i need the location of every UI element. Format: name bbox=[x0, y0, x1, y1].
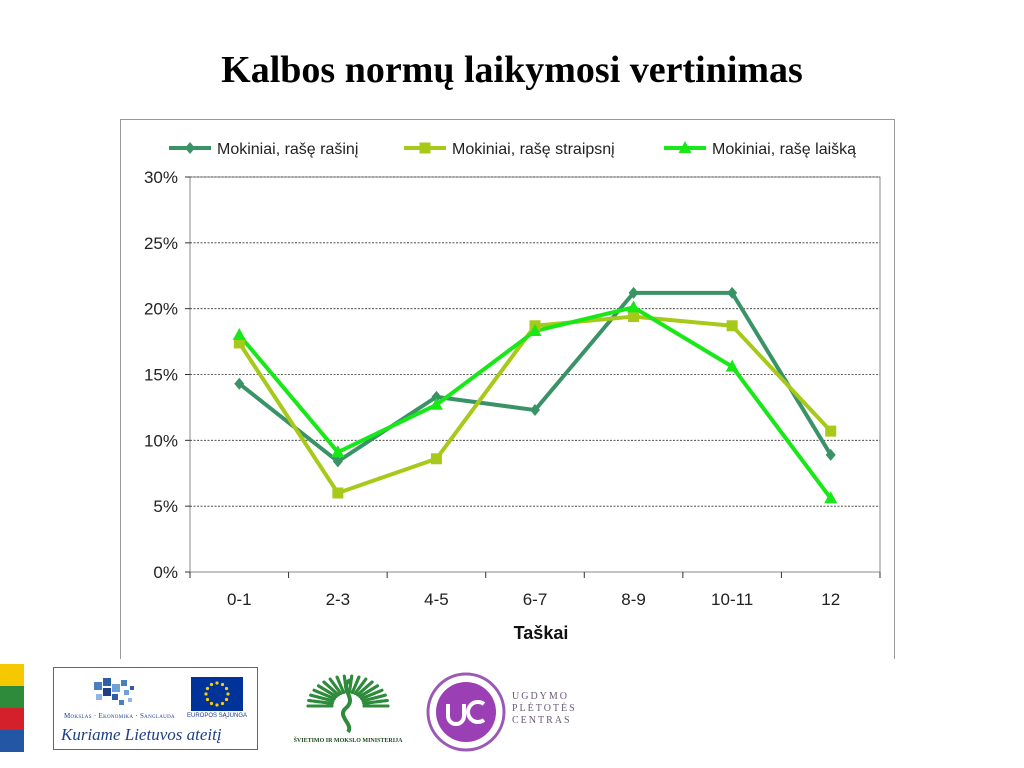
msc-pixel-logo bbox=[94, 678, 134, 705]
color-strip-green bbox=[0, 686, 24, 708]
sunburst-ray bbox=[307, 698, 334, 705]
sunburst-ray bbox=[322, 680, 340, 697]
x-tick-label: 10-11 bbox=[711, 590, 753, 609]
x-tick-label: 4-5 bbox=[424, 590, 449, 609]
data-point-series-2 bbox=[233, 337, 245, 349]
legend-marker-2 bbox=[419, 142, 431, 154]
data-point-series-2 bbox=[430, 453, 442, 465]
program-name: Mokslas · Ekonomika · Sanglauda bbox=[64, 712, 175, 720]
data-point-series-1 bbox=[825, 448, 836, 461]
slogan: Kuriame Lietuvos ateitį bbox=[61, 725, 222, 744]
color-strip-blue bbox=[0, 730, 24, 752]
sunburst-ray bbox=[358, 684, 380, 699]
color-strip-yellow bbox=[0, 664, 24, 686]
data-point-series-1 bbox=[530, 404, 540, 417]
sunburst-ray bbox=[309, 693, 335, 703]
legend-label-2: Mokiniai, rašę straipsnį bbox=[452, 141, 615, 158]
eu-caption: EUROPOS SĄJUNGA bbox=[187, 713, 248, 719]
x-tick-label: 2-3 bbox=[326, 590, 351, 609]
eu-star bbox=[226, 692, 230, 696]
data-point-series-2 bbox=[332, 487, 344, 499]
data-point-series-1 bbox=[234, 377, 245, 390]
eu-funding-logo: Mokslas · Ekonomika · Sanglauda EUROPOS … bbox=[53, 667, 258, 750]
data-point-series-3 bbox=[528, 324, 542, 337]
x-axis-title: Taškai bbox=[514, 623, 569, 643]
data-point-series-3 bbox=[331, 445, 345, 458]
color-strip-red bbox=[0, 708, 24, 730]
data-point-series-2 bbox=[628, 311, 640, 323]
data-point-series-1 bbox=[332, 455, 343, 468]
eu-star bbox=[205, 686, 210, 691]
y-tick-label: 15% bbox=[144, 366, 178, 385]
sunburst-ray bbox=[347, 674, 354, 694]
line-chart: 0% 5% 10% 15% 20% 25% 30% 0-1 2-3 4-5 6-7 8-9 10-11 1… bbox=[144, 141, 881, 643]
data-point-series-3 bbox=[824, 491, 838, 504]
upc-line-2: PLĖTOTĖS bbox=[512, 703, 577, 714]
data-point-series-1 bbox=[431, 390, 442, 403]
sunburst-ray bbox=[361, 693, 387, 703]
upc-caption: UGDYMO PLĖTOTĖS CENTRAS bbox=[512, 691, 577, 727]
y-tick-label: 30% bbox=[144, 168, 178, 187]
data-point-series-2 bbox=[726, 320, 738, 332]
x-tick-label: 8-9 bbox=[621, 590, 646, 609]
data-point-series-3 bbox=[232, 328, 246, 340]
sunburst-ray bbox=[350, 675, 361, 695]
sunburst-ray bbox=[312, 688, 336, 701]
sunburst-ray bbox=[335, 675, 346, 695]
eu-star bbox=[220, 701, 225, 706]
sunburst-ray bbox=[316, 684, 338, 699]
ministry-caption: ŠVIETIMO IR MOKSLO MINISTERIJA bbox=[293, 738, 403, 744]
upc-line-1: UGDYMO bbox=[512, 691, 569, 702]
y-tick-label: 10% bbox=[144, 431, 178, 450]
eu-star bbox=[209, 682, 214, 687]
legend-label-1: Mokiniai, rašę rašinį bbox=[217, 141, 358, 158]
y-tick-label: 25% bbox=[144, 234, 178, 253]
upc-circle-logo bbox=[426, 672, 506, 752]
chart-area: 0% 5% 10% 15% 20% 25% 30% 0-1 2-3 4-5 6-7 8-9 10-11 1… bbox=[120, 119, 895, 659]
slide-title: Kalbos normų laikymosi vertinimas bbox=[221, 49, 803, 91]
sunburst-ray bbox=[362, 698, 389, 705]
sunburst-ray bbox=[328, 677, 343, 695]
data-point-series-1 bbox=[628, 286, 639, 299]
sunburst-ray bbox=[356, 680, 374, 697]
y-tick-label: 20% bbox=[144, 300, 178, 319]
x-tick-label: 0-1 bbox=[227, 590, 252, 609]
eu-star bbox=[224, 686, 229, 691]
data-point-series-3 bbox=[429, 397, 443, 410]
x-tick-label: 6-7 bbox=[523, 590, 548, 609]
y-tick-label: 5% bbox=[153, 497, 178, 516]
data-point-series-1 bbox=[727, 286, 738, 299]
ministry-sunburst-logo bbox=[306, 674, 390, 734]
legend-marker-3 bbox=[678, 141, 692, 153]
eu-star bbox=[224, 697, 229, 702]
upc-line-3: CENTRAS bbox=[512, 715, 572, 726]
y-tick-label: 0% bbox=[153, 563, 178, 582]
legend-marker-1 bbox=[185, 142, 195, 154]
eu-star bbox=[209, 701, 214, 706]
data-point-series-2 bbox=[825, 425, 837, 437]
eu-star bbox=[215, 703, 219, 707]
eu-star bbox=[204, 692, 208, 696]
x-tick-label: 12 bbox=[821, 590, 840, 609]
eu-star bbox=[215, 681, 219, 685]
legend-label-3: Mokiniai, rašę laišką bbox=[712, 141, 856, 158]
sunburst-ray bbox=[360, 688, 384, 701]
data-point-series-3 bbox=[627, 300, 641, 313]
eu-star bbox=[205, 697, 210, 702]
sunburst-ray bbox=[353, 677, 368, 695]
data-point-series-3 bbox=[725, 359, 739, 372]
eu-star bbox=[220, 682, 225, 687]
eu-flag-icon bbox=[191, 677, 243, 711]
